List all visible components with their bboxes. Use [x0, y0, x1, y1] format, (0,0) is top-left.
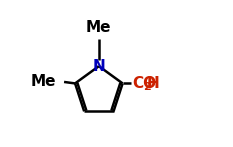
- Text: Me: Me: [86, 20, 112, 35]
- Text: H: H: [147, 76, 160, 91]
- Text: CO: CO: [132, 76, 156, 91]
- Text: Me: Me: [31, 74, 56, 89]
- Text: 2: 2: [143, 82, 151, 92]
- Text: N: N: [93, 59, 105, 74]
